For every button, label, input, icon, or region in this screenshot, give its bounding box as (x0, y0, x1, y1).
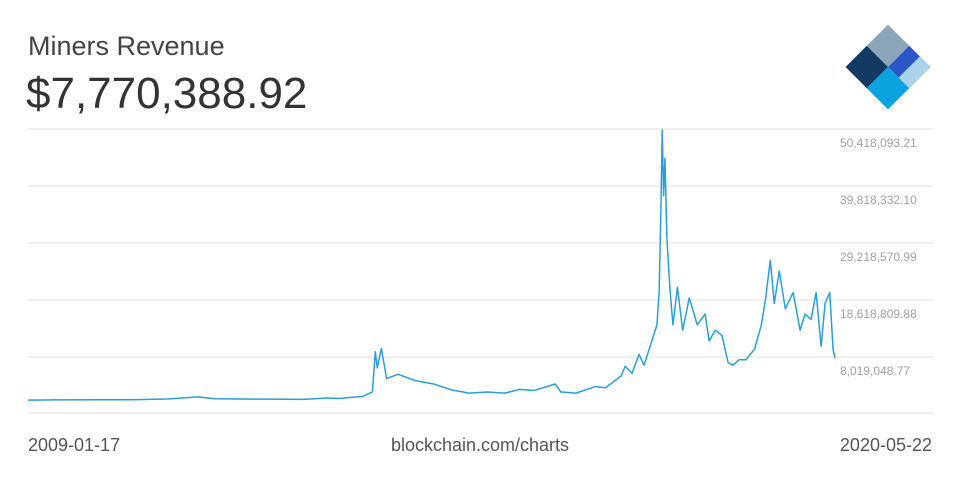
y-tick-label: 29,218,570.99 (840, 250, 917, 264)
line (27, 129, 836, 401)
chart-title: Miners Revenue (28, 31, 225, 61)
chart-subtitle: $7,770,388.92 (26, 69, 307, 118)
source: blockchain.com/charts (391, 435, 569, 455)
logo (845, 24, 931, 110)
y-tick-label: 50,418,093.21 (840, 136, 917, 150)
x-start-label: 2009-01-17 (28, 435, 120, 455)
y-tick-label: 8,019,048.77 (840, 364, 910, 378)
x-end-label: 2020-05-22 (840, 435, 932, 455)
y-tick-label: 39,818,332.10 (840, 193, 917, 207)
y-tick-label: 18,618,809.88 (840, 307, 917, 321)
